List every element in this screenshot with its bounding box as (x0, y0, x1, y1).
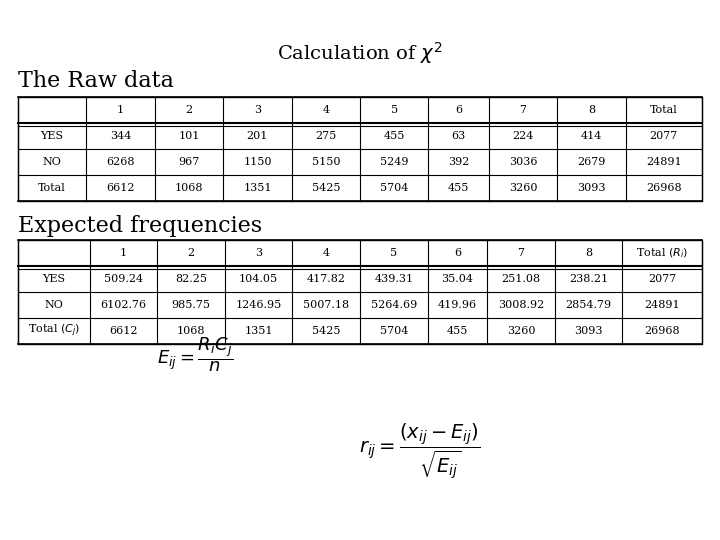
Text: Total $(C_j)$: Total $(C_j)$ (27, 323, 80, 339)
Text: 5704: 5704 (379, 326, 408, 336)
Text: 1068: 1068 (175, 183, 203, 193)
Text: 104.05: 104.05 (239, 274, 278, 284)
Text: 419.96: 419.96 (438, 300, 477, 310)
Text: NO: NO (45, 300, 63, 310)
Text: 35.04: 35.04 (441, 274, 474, 284)
Text: 3260: 3260 (509, 183, 537, 193)
Text: The Raw data: The Raw data (18, 70, 174, 92)
Text: 238.21: 238.21 (569, 274, 608, 284)
Text: 6268: 6268 (107, 157, 135, 167)
Text: 6612: 6612 (109, 326, 138, 336)
Text: $E_{ij} = \dfrac{R_i C_j}{n}$: $E_{ij} = \dfrac{R_i C_j}{n}$ (157, 336, 233, 374)
Text: 1068: 1068 (176, 326, 205, 336)
Text: 3008.92: 3008.92 (498, 300, 544, 310)
Text: 5: 5 (390, 248, 397, 258)
Text: 455: 455 (448, 183, 469, 193)
Text: 3093: 3093 (577, 183, 606, 193)
Text: 439.31: 439.31 (374, 274, 413, 284)
Text: 344: 344 (110, 131, 131, 141)
Text: 26968: 26968 (646, 183, 682, 193)
Text: 2679: 2679 (577, 157, 606, 167)
Text: 6: 6 (455, 105, 462, 115)
Text: 26968: 26968 (644, 326, 680, 336)
Text: 6102.76: 6102.76 (100, 300, 146, 310)
Text: 24891: 24891 (646, 157, 682, 167)
Bar (18, 240, 702, 344)
Text: 5150: 5150 (312, 157, 340, 167)
Text: 1150: 1150 (243, 157, 271, 167)
Text: 5704: 5704 (380, 183, 408, 193)
Text: 24891: 24891 (644, 300, 680, 310)
Text: Total: Total (650, 105, 678, 115)
Text: 4: 4 (323, 105, 329, 115)
Text: 2077: 2077 (649, 131, 678, 141)
Text: Total $(R_i)$: Total $(R_i)$ (636, 246, 688, 260)
Bar (18, 97, 702, 201)
Text: 8: 8 (585, 248, 593, 258)
Text: 6612: 6612 (107, 183, 135, 193)
Text: 1: 1 (120, 248, 127, 258)
Text: 414: 414 (580, 131, 602, 141)
Text: NO: NO (42, 157, 62, 167)
Text: 3: 3 (254, 105, 261, 115)
Text: 1351: 1351 (243, 183, 271, 193)
Text: 1351: 1351 (244, 326, 273, 336)
Text: 5007.18: 5007.18 (303, 300, 349, 310)
Text: 8: 8 (588, 105, 595, 115)
Text: 455: 455 (384, 131, 405, 141)
Text: 5425: 5425 (312, 183, 340, 193)
Text: 224: 224 (512, 131, 534, 141)
Text: Total: Total (38, 183, 66, 193)
Text: 82.25: 82.25 (175, 274, 207, 284)
Text: 392: 392 (448, 157, 469, 167)
Text: 509.24: 509.24 (104, 274, 143, 284)
Text: 3260: 3260 (507, 326, 535, 336)
Text: Expected frequencies: Expected frequencies (18, 215, 262, 237)
Text: 5249: 5249 (380, 157, 408, 167)
Text: 63: 63 (451, 131, 466, 141)
Text: 4: 4 (323, 248, 330, 258)
Text: 251.08: 251.08 (502, 274, 541, 284)
Text: 3093: 3093 (575, 326, 603, 336)
Text: 2: 2 (187, 248, 194, 258)
Text: 3: 3 (255, 248, 262, 258)
Text: $r_{ij} = \dfrac{\left(x_{ij} - E_{ij}\right)}{\sqrt{E_{ij}}}$: $r_{ij} = \dfrac{\left(x_{ij} - E_{ij}\r… (359, 422, 481, 482)
Text: 1246.95: 1246.95 (235, 300, 282, 310)
Text: 5: 5 (391, 105, 397, 115)
Text: YES: YES (40, 131, 64, 141)
Text: YES: YES (42, 274, 66, 284)
Text: 101: 101 (179, 131, 199, 141)
Text: 985.75: 985.75 (171, 300, 210, 310)
Text: 455: 455 (446, 326, 468, 336)
Text: 1: 1 (117, 105, 124, 115)
Text: 5264.69: 5264.69 (371, 300, 417, 310)
Text: 7: 7 (519, 105, 526, 115)
Text: 275: 275 (315, 131, 336, 141)
Text: 2854.79: 2854.79 (566, 300, 612, 310)
Text: 417.82: 417.82 (307, 274, 346, 284)
Text: 2: 2 (186, 105, 192, 115)
Text: 201: 201 (247, 131, 268, 141)
Text: 5425: 5425 (312, 326, 341, 336)
Text: 3036: 3036 (509, 157, 537, 167)
Text: 6: 6 (454, 248, 461, 258)
Text: 2077: 2077 (648, 274, 676, 284)
Text: 7: 7 (518, 248, 525, 258)
Text: 967: 967 (179, 157, 199, 167)
Text: Calculation of $\chi^2$: Calculation of $\chi^2$ (277, 40, 443, 66)
